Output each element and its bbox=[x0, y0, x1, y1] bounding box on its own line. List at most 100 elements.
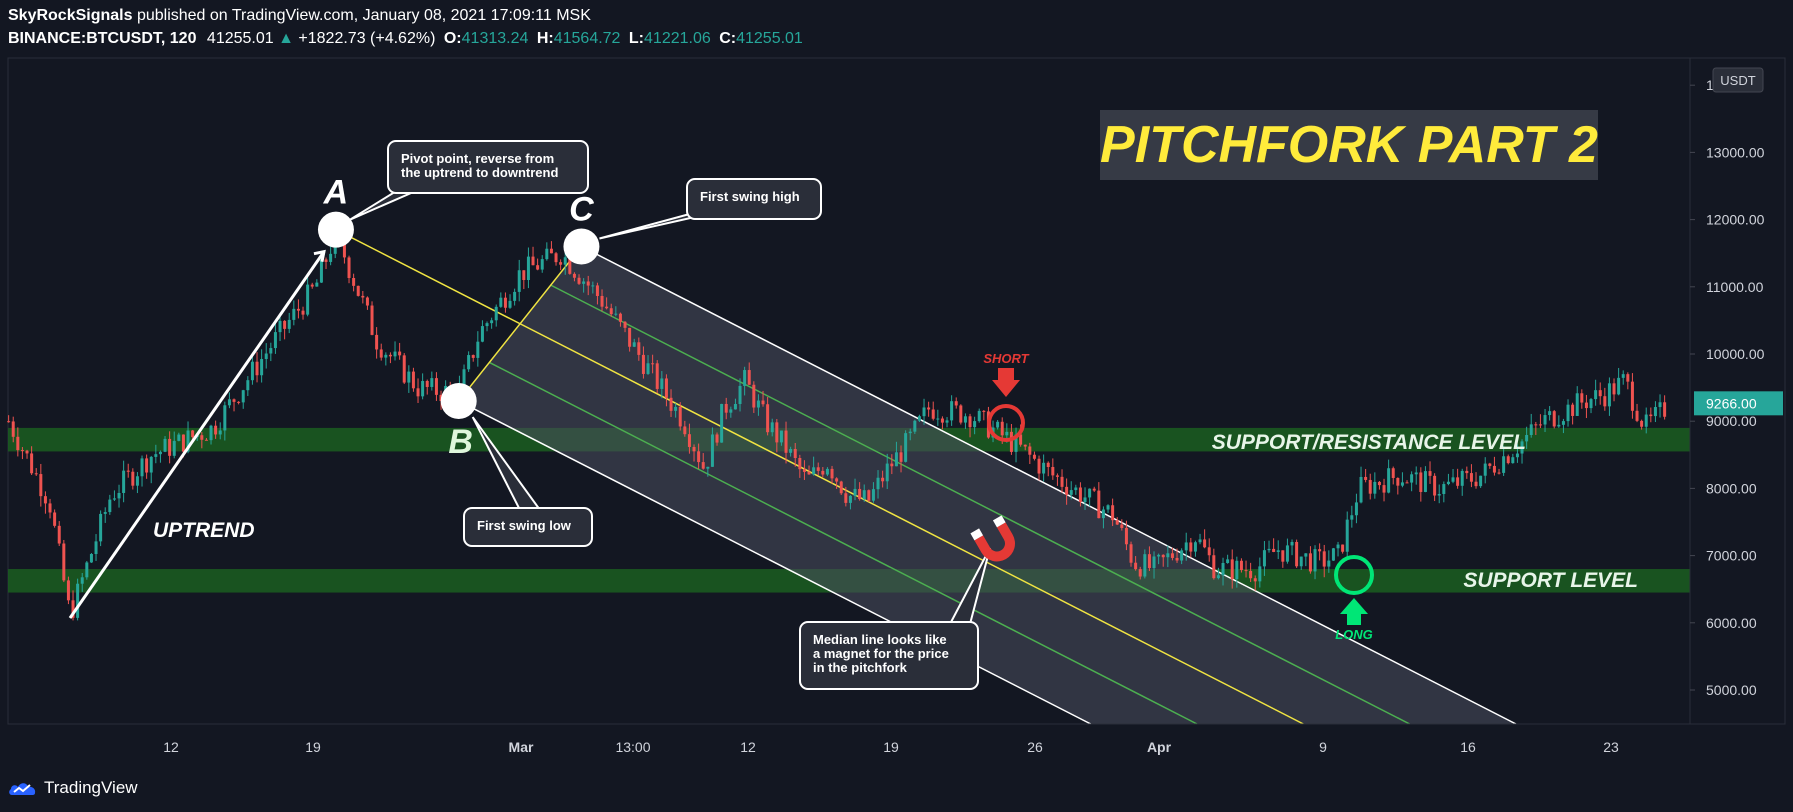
candle-body bbox=[798, 458, 802, 470]
candle bbox=[724, 397, 728, 420]
candle-body bbox=[1258, 566, 1262, 582]
candle bbox=[1272, 538, 1276, 553]
candle-body bbox=[20, 450, 24, 452]
candle-body bbox=[319, 259, 323, 283]
candle-body bbox=[1143, 554, 1147, 577]
candle bbox=[701, 453, 705, 470]
candle bbox=[632, 338, 636, 348]
candle-body bbox=[112, 498, 116, 500]
candle bbox=[421, 373, 425, 400]
lower-tine bbox=[458, 400, 1092, 725]
candle bbox=[743, 366, 747, 396]
candle bbox=[1456, 468, 1460, 489]
candle bbox=[655, 360, 659, 394]
candle bbox=[1414, 466, 1418, 485]
candle bbox=[586, 275, 590, 296]
candle-body bbox=[356, 285, 360, 296]
candle-body bbox=[1557, 424, 1561, 427]
candle bbox=[1226, 554, 1230, 564]
candle bbox=[1423, 466, 1427, 493]
candle-body bbox=[131, 471, 135, 486]
author-name[interactable]: SkyRockSignals bbox=[8, 7, 133, 24]
candle-body bbox=[1649, 414, 1653, 417]
candle-body bbox=[1364, 476, 1368, 480]
candle-body bbox=[950, 401, 954, 421]
candle-body bbox=[600, 295, 604, 307]
candle-body bbox=[1428, 471, 1432, 476]
candle-body bbox=[577, 277, 581, 284]
candle bbox=[1506, 454, 1510, 465]
candle-body bbox=[1414, 472, 1418, 475]
candle-body bbox=[158, 451, 162, 455]
candle-body bbox=[1111, 505, 1115, 521]
candle-body bbox=[940, 418, 944, 423]
candle bbox=[324, 257, 328, 270]
candle bbox=[1111, 498, 1115, 527]
candle-body bbox=[1612, 383, 1616, 395]
candle-body bbox=[16, 436, 20, 451]
candle-body bbox=[563, 257, 567, 265]
candle-body bbox=[1391, 468, 1395, 478]
candle-body bbox=[508, 300, 512, 308]
candle-body bbox=[232, 399, 236, 402]
candle bbox=[1594, 379, 1598, 406]
candle-body bbox=[687, 434, 691, 447]
candle bbox=[1120, 519, 1124, 531]
candle bbox=[89, 553, 93, 563]
y-tick-label: 6000.00 bbox=[1706, 615, 1757, 631]
candle-body bbox=[1598, 390, 1602, 397]
candle bbox=[559, 259, 563, 271]
candle-body bbox=[25, 450, 29, 454]
candle bbox=[1060, 469, 1064, 493]
candle-body bbox=[876, 477, 880, 490]
candle bbox=[1088, 488, 1092, 507]
candle-body bbox=[1267, 548, 1271, 551]
candle bbox=[388, 352, 392, 364]
candle bbox=[968, 413, 972, 438]
candle bbox=[747, 362, 751, 385]
candle-body bbox=[1308, 553, 1312, 572]
candle bbox=[577, 274, 581, 285]
y-tick-label: 7000.00 bbox=[1706, 548, 1757, 564]
candle-body bbox=[559, 262, 563, 265]
candle-body bbox=[692, 446, 696, 452]
candle-body bbox=[743, 370, 747, 386]
candle-body bbox=[310, 284, 314, 287]
candle bbox=[835, 477, 839, 489]
candle-body bbox=[1074, 487, 1078, 491]
candle bbox=[1051, 458, 1055, 480]
candle bbox=[154, 444, 158, 464]
candle bbox=[306, 277, 310, 317]
uptrend-label: UPTREND bbox=[153, 519, 255, 542]
candle bbox=[126, 463, 130, 478]
candle bbox=[1575, 386, 1579, 417]
price-change: +1822.73 (+4.62%) bbox=[298, 30, 436, 47]
candle-body bbox=[1387, 468, 1391, 493]
candle bbox=[1221, 557, 1225, 586]
inner-line-lower bbox=[489, 361, 1198, 725]
candle-body bbox=[1451, 477, 1455, 482]
magnet-tip-left bbox=[970, 528, 984, 541]
x-tick-label: 23 bbox=[1603, 739, 1619, 755]
candle bbox=[352, 273, 356, 292]
candle bbox=[292, 300, 296, 326]
symbol-name[interactable]: BINANCE:BTCUSDT, 120 bbox=[8, 30, 197, 47]
candle bbox=[1069, 481, 1073, 500]
candle-body bbox=[1497, 472, 1501, 474]
candle bbox=[1483, 457, 1487, 484]
candle bbox=[913, 419, 917, 434]
candle bbox=[1143, 549, 1147, 579]
candle-body bbox=[720, 403, 724, 443]
candle bbox=[301, 306, 305, 320]
candle bbox=[361, 291, 365, 304]
candle-body bbox=[117, 492, 121, 499]
candle-body bbox=[1032, 454, 1036, 459]
candle-body bbox=[1037, 458, 1041, 474]
tradingview-logo[interactable]: TradingView bbox=[8, 777, 138, 799]
candle bbox=[1626, 372, 1630, 390]
point-c-label: C bbox=[569, 190, 594, 228]
candle bbox=[931, 401, 935, 421]
candle bbox=[1538, 414, 1542, 429]
candle-body bbox=[917, 416, 921, 421]
